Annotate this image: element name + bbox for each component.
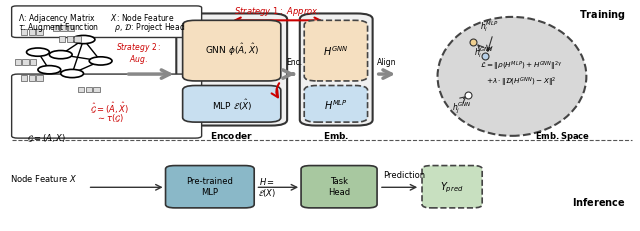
Bar — [74, 37, 81, 43]
Bar — [86, 87, 92, 93]
Text: Pre-trained: Pre-trained — [186, 176, 234, 185]
Circle shape — [72, 36, 95, 44]
FancyBboxPatch shape — [301, 166, 377, 208]
Text: $\tau$: Augment Function       $\rho$, $\mathcal{D}$: Project Head: $\tau$: Augment Function $\rho$, $\mathc… — [18, 21, 186, 34]
Bar — [15, 60, 21, 66]
Text: Prediction: Prediction — [383, 170, 426, 179]
Circle shape — [49, 51, 72, 60]
FancyBboxPatch shape — [300, 14, 372, 126]
Text: $h_i^{MLP}$: $h_i^{MLP}$ — [480, 19, 499, 34]
Text: GNN $\phi(\hat{A}, \hat{X})$: GNN $\phi(\hat{A}, \hat{X})$ — [205, 41, 259, 58]
Ellipse shape — [438, 18, 586, 136]
Bar — [78, 87, 84, 93]
Text: Align: Align — [377, 58, 396, 67]
Bar — [67, 37, 73, 43]
Text: $\bf{Encoder}$: $\bf{Encoder}$ — [211, 129, 253, 140]
Text: $\Lambda$: Adjacency Matrix       $X$: Node Feature: $\Lambda$: Adjacency Matrix $X$: Node Fe… — [18, 12, 174, 25]
Text: $h_j^{GNN}$: $h_j^{GNN}$ — [452, 100, 471, 115]
Circle shape — [38, 66, 61, 75]
Text: $H^{GNN}$: $H^{GNN}$ — [323, 44, 349, 58]
Text: MLP: MLP — [202, 188, 218, 197]
Text: $\bf{Emb. Space}$: $\bf{Emb. Space}$ — [535, 129, 590, 142]
Text: $\it{Strategy\ 1:\ Approx.}$: $\it{Strategy\ 1:\ Approx.}$ — [234, 5, 321, 18]
Bar — [29, 76, 35, 82]
Text: $H =$: $H =$ — [259, 175, 275, 186]
FancyBboxPatch shape — [12, 75, 202, 139]
Text: Head: Head — [328, 188, 350, 197]
Circle shape — [26, 49, 49, 57]
Text: $H^{MLP}$: $H^{MLP}$ — [324, 97, 348, 111]
Bar — [53, 26, 59, 31]
Text: $\mathcal{E}(X)$: $\mathcal{E}(X)$ — [258, 186, 276, 198]
FancyBboxPatch shape — [166, 166, 254, 208]
FancyBboxPatch shape — [304, 21, 367, 82]
Text: $Y_{pred}$: $Y_{pred}$ — [440, 180, 463, 194]
Bar — [59, 37, 65, 43]
Bar — [93, 87, 100, 93]
Bar — [30, 60, 36, 66]
Text: $\it{Aug.}$: $\it{Aug.}$ — [129, 53, 148, 66]
Text: $\it{Strategy\ 2:}$: $\it{Strategy\ 2:}$ — [116, 41, 161, 54]
Text: Enc.: Enc. — [286, 58, 302, 67]
Bar — [21, 76, 28, 82]
Text: $\hat{\mathcal{G}} = (\hat{A}, \hat{X})$: $\hat{\mathcal{G}} = (\hat{A}, \hat{X})$ — [90, 100, 129, 115]
Circle shape — [61, 70, 84, 78]
Bar — [36, 76, 43, 82]
FancyBboxPatch shape — [182, 86, 281, 123]
Bar — [60, 26, 67, 31]
FancyBboxPatch shape — [182, 21, 281, 82]
Text: Task: Task — [330, 176, 348, 185]
Text: $\bf{Training}$: $\bf{Training}$ — [579, 8, 626, 21]
Text: $h_i^{GNN}$: $h_i^{GNN}$ — [474, 45, 493, 60]
Bar — [36, 30, 43, 36]
Bar — [68, 26, 74, 31]
Text: MLP $\mathcal{E}(\hat{X})$: MLP $\mathcal{E}(\hat{X})$ — [212, 97, 252, 112]
Text: $+ \lambda \cdot \|\mathcal{D}(H^{GNN}) - X\|^2$: $+ \lambda \cdot \|\mathcal{D}(H^{GNN}) … — [486, 75, 557, 88]
Text: $\mathcal{L} = \|\rho(H^{MLP}) + H^{GNN}\|^{2\gamma}$: $\mathcal{L} = \|\rho(H^{MLP}) + H^{GNN}… — [480, 59, 563, 72]
Bar — [29, 30, 35, 36]
FancyBboxPatch shape — [304, 86, 367, 123]
Circle shape — [89, 58, 112, 66]
Text: $\bf{Inference}$: $\bf{Inference}$ — [572, 195, 626, 207]
Text: $\mathcal{G} = (A, X)$: $\mathcal{G} = (A, X)$ — [27, 132, 66, 144]
FancyBboxPatch shape — [176, 14, 287, 126]
FancyBboxPatch shape — [12, 7, 202, 38]
Text: Node Feature $X$: Node Feature $X$ — [10, 172, 77, 183]
Text: $\bf{Emb.}$: $\bf{Emb.}$ — [323, 129, 349, 140]
Text: $\sim \tau(\mathcal{G})$: $\sim \tau(\mathcal{G})$ — [96, 111, 124, 123]
Bar — [21, 30, 28, 36]
FancyBboxPatch shape — [422, 166, 482, 208]
Bar — [22, 60, 29, 66]
